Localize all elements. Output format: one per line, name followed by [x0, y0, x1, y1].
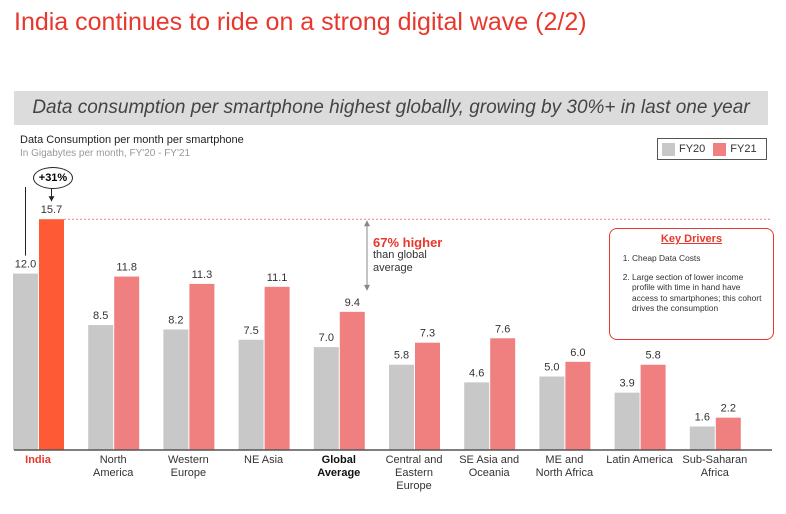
bar-fy20	[163, 329, 189, 450]
callout-headline: 67% higher	[373, 235, 443, 250]
data-label-fy20: 12.0	[15, 259, 36, 271]
data-label-fy21: 11.8	[116, 262, 137, 274]
category-label-line: SE Asia and	[459, 454, 520, 466]
category-label: Sub-Saharan Africa	[677, 454, 753, 480]
legend-label-fy20: FY20	[679, 143, 706, 155]
bar-fy21	[490, 338, 516, 450]
page-title: India continues to ride on a strong digi…	[14, 8, 587, 36]
data-label-fy20: 5.8	[394, 350, 409, 362]
bar-fy21	[264, 286, 290, 450]
comparison-arrowhead-up	[364, 220, 370, 227]
callout-global-comparison: 67% higher than global average	[373, 236, 442, 275]
category-label-line: Africa	[700, 467, 729, 479]
headline-banner: Data consumption per smartphone highest …	[14, 91, 768, 125]
category-label: North America	[75, 454, 151, 480]
data-label-fy21: 5.8	[645, 350, 660, 362]
bar-fy21	[640, 364, 666, 450]
key-drivers-box: Key Drivers Cheap Data Costs Large secti…	[609, 228, 774, 340]
bar-fy20	[689, 426, 715, 450]
category-label-line: Central and	[385, 454, 443, 466]
chart-title: Data Consumption per month per smartphon…	[20, 134, 244, 146]
data-label-fy20: 3.9	[619, 378, 634, 390]
bar-fy20	[389, 364, 414, 450]
data-label-fy21: 11.3	[192, 269, 213, 281]
bar-fy20	[464, 382, 490, 450]
bar-fy21	[415, 342, 440, 450]
category-label-line: Oceania	[468, 467, 510, 479]
data-label-fy20: 8.2	[168, 314, 183, 326]
category-label-line: America	[93, 467, 134, 479]
data-label-fy20: 7.0	[319, 332, 334, 344]
data-label-fy20: 1.6	[695, 411, 710, 423]
bar-fy20	[238, 339, 264, 450]
legend-label-fy21: FY21	[730, 143, 757, 155]
data-label-fy20: 4.6	[469, 367, 484, 379]
category-label-line: Sub-Saharan	[682, 454, 748, 466]
bar-fy20	[614, 392, 640, 450]
data-label-fy21: 9.4	[345, 297, 360, 309]
legend-swatch-fy20	[662, 142, 675, 156]
data-label-fy20: 5.0	[544, 362, 559, 374]
category-label-line: Average	[317, 467, 361, 479]
category-label-line: Latin America	[606, 454, 673, 466]
data-label-fy20: 8.5	[93, 310, 108, 322]
category-label: Latin America	[602, 454, 678, 467]
bar-fy20	[13, 273, 38, 450]
legend-swatch-fy21	[713, 142, 727, 156]
bar-fy21	[114, 276, 140, 450]
bar-fy20	[88, 325, 114, 450]
category-label-line: Global	[321, 454, 356, 466]
category-label-line: India	[25, 454, 51, 466]
category-label: NE Asia	[226, 454, 302, 467]
callout-line-2: average	[373, 262, 413, 274]
legend-item-fy21: FY21	[713, 142, 757, 156]
legend-item-fy20: FY20	[662, 142, 706, 156]
growth-arrowhead	[48, 196, 55, 202]
category-label-line: NE Asia	[244, 454, 284, 466]
category-label-line: Europe	[170, 467, 207, 479]
bar-fy21	[715, 417, 741, 450]
data-label-fy21: 15.7	[41, 204, 62, 216]
chart-legend: FY20 FY21	[657, 138, 767, 160]
data-label-fy21: 7.6	[495, 323, 510, 335]
bar-fy20	[313, 347, 339, 450]
bar-fy21	[39, 219, 64, 450]
category-label: India	[0, 454, 76, 467]
category-label: Global Average	[301, 454, 377, 480]
bar-fy20	[539, 376, 565, 450]
category-label: Central and Eastern Europe	[376, 454, 452, 493]
category-label-line: North Africa	[535, 467, 594, 479]
data-label-fy21: 2.2	[721, 403, 736, 415]
category-label-line: ME and	[545, 454, 584, 466]
category-label-line: Eastern	[395, 467, 433, 479]
category-label: SE Asia and Oceania	[451, 454, 527, 480]
data-label-fy21: 11.1	[267, 272, 288, 284]
bar-fy21	[189, 283, 215, 450]
key-driver-item: Cheap Data Costs	[632, 253, 765, 264]
bar-fy21	[565, 361, 591, 450]
callout-line-1: than global	[373, 249, 427, 261]
key-drivers-heading: Key Drivers	[660, 233, 723, 245]
category-label: Western Europe	[150, 454, 226, 480]
key-drivers-list: Cheap Data Costs Large section of lower …	[618, 253, 765, 314]
comparison-arrowhead-down	[364, 284, 370, 291]
data-label-fy20: 7.5	[243, 325, 258, 337]
chart-subtitle: In Gigabytes per month, FY'20 - FY'21	[20, 148, 191, 159]
category-label: ME and North Africa	[526, 454, 602, 480]
growth-badge: +31%	[33, 167, 73, 189]
category-label-line: North	[99, 454, 127, 466]
bar-fy21	[339, 311, 365, 450]
data-label-fy21: 7.3	[420, 328, 435, 340]
category-label-line: Western	[168, 454, 209, 466]
data-label-fy21: 6.0	[570, 347, 585, 359]
key-driver-item: Large section of lower income profile wi…	[632, 272, 765, 314]
category-label-line: Europe	[396, 480, 432, 492]
